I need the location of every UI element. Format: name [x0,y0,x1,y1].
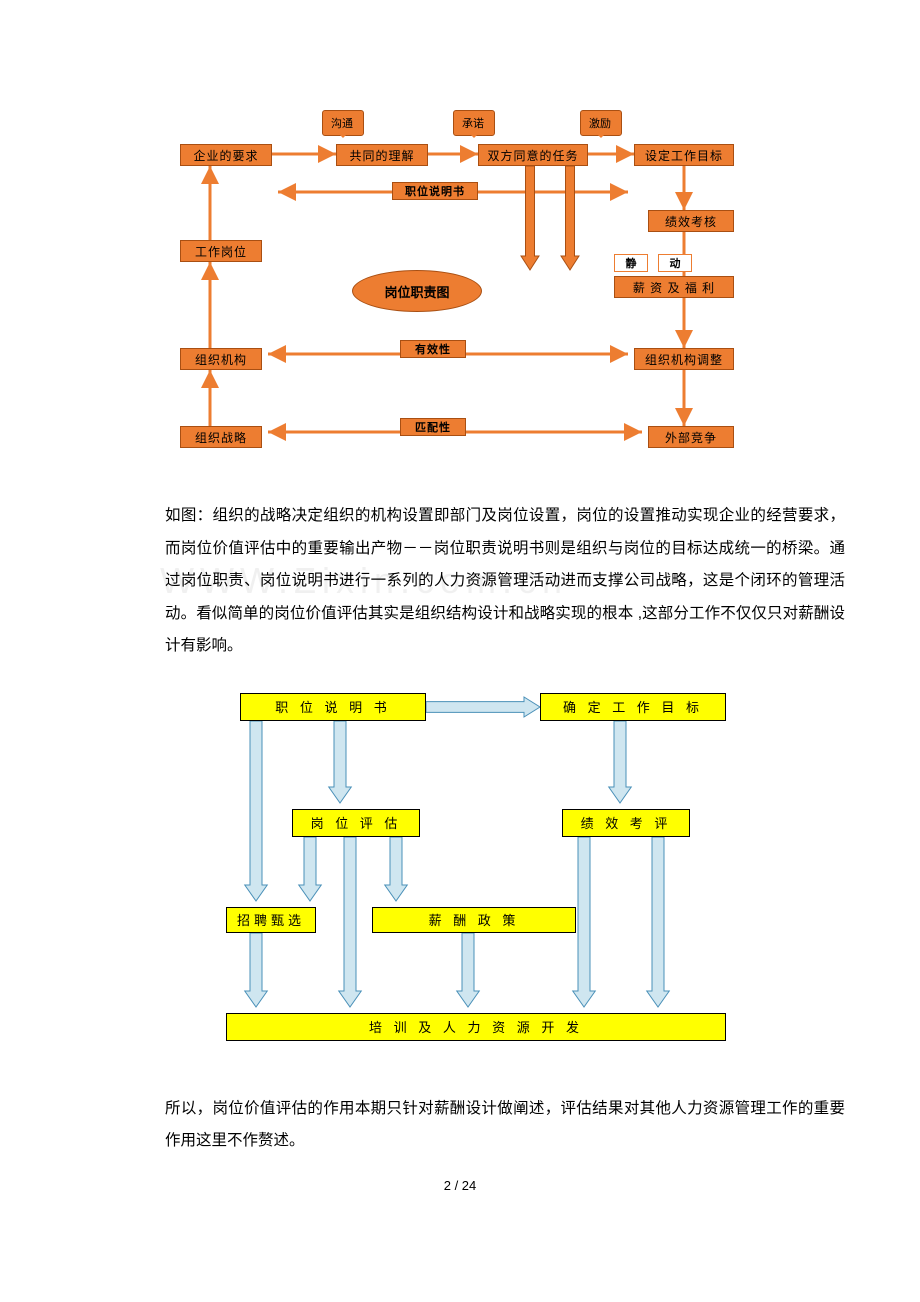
diagram-hr-flow: 职 位 说 明 书 确 定 工 作 目 标岗 位 评 估 绩 效 考 评招聘甄选 薪 … [200,693,740,1063]
page-number: 2 / 24 [100,1178,820,1193]
box-zhiwei-sms: 职 位 说 明 书 [240,693,426,721]
callout-chengnuo: 承诺 [453,110,495,136]
box-zhaopin: 招聘甄选 [226,907,316,933]
box-waibu: 外部竞争 [648,426,734,448]
box-gangwei-pinggu: 岗 位 评 估 [292,809,420,837]
box-zuzhi-zhanlue: 组织战略 [180,426,262,448]
box-mubiao: 设定工作目标 [634,144,734,166]
diagram-positions-responsibility: 沟通 承诺 激励企业的要求 共同的理解 双方同意的任务 设定工作目标工作岗位组织机构组织战… [180,110,740,470]
box-zuzhi-jigou: 组织机构 [180,348,262,370]
mini-dong: 动 [658,254,692,272]
box-peixun: 培 训 及 人 力 资 源 开 发 [226,1013,726,1041]
label-zhiwei: 职位说明书 [392,182,478,200]
mini-jing: 静 [614,254,648,272]
box-queding-mubiao: 确 定 工 作 目 标 [540,693,726,721]
box-qiye: 企业的要求 [180,144,272,166]
box-jixiao-kaoping: 绩 效 考 评 [562,809,690,837]
box-tiaozheng: 组织机构调整 [634,348,734,370]
callout-goutong: 沟通 [322,110,364,136]
label-youxiao: 有效性 [400,340,466,358]
box-xinzi: 薪 资 及 福 利 [614,276,734,298]
paragraph-1: 如图：组织的战略决定组织的机构设置即部门及岗位设置，岗位的设置推动实现企业的经营… [165,500,845,663]
box-renwu: 双方同意的任务 [478,144,588,166]
label-pipei: 匹配性 [400,418,466,436]
paragraph-2: 所以，岗位价值评估的作用本期只针对薪酬设计做阐述，评估结果对其他人力资源管理工作… [165,1093,845,1158]
ellipse-title: 岗位职责图 [352,270,482,312]
box-jixiao: 绩效考核 [648,210,734,232]
box-gongzuo: 工作岗位 [180,240,262,262]
diagram2-connectors [200,693,740,1063]
callout-jili: 激励 [580,110,622,136]
box-xinchou: 薪 酬 政 策 [372,907,576,933]
box-gongtong: 共同的理解 [336,144,428,166]
